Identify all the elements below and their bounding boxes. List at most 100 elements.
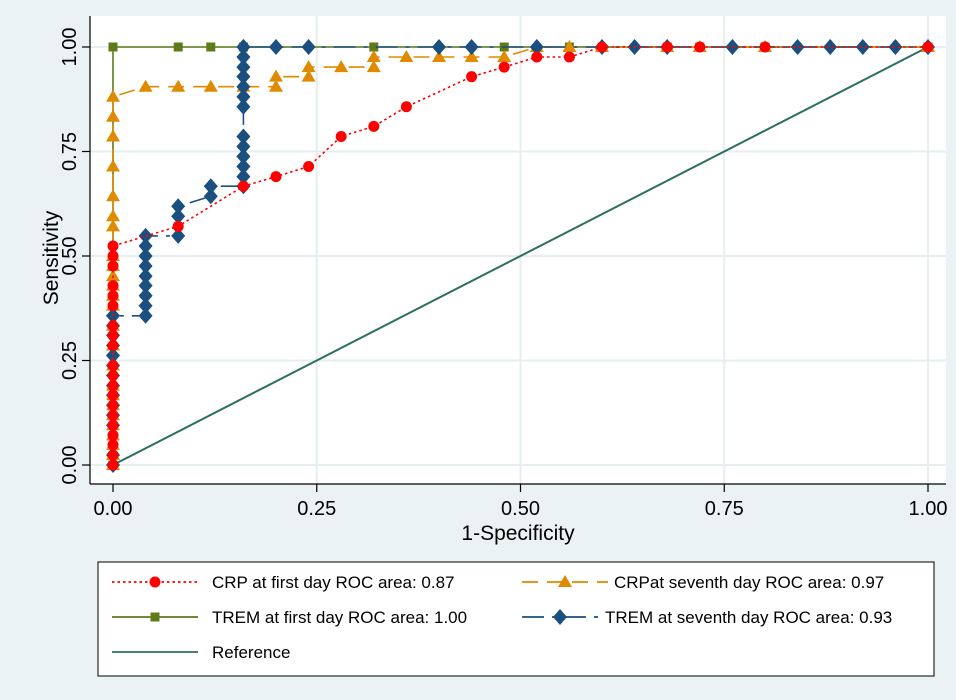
series-3-point-42 xyxy=(236,39,251,55)
series-3-point-25 xyxy=(171,208,186,225)
series-1-point-23 xyxy=(106,109,120,122)
legend-label-0: CRP at first day ROC area: 0.87 xyxy=(212,573,455,592)
series-1-point-29 xyxy=(269,79,283,92)
legend-item-3: TREM at seventh day ROC area: 0.93 xyxy=(522,608,892,627)
series-3-point-20 xyxy=(138,258,153,275)
series-0-point-25 xyxy=(368,120,380,132)
y-tick-label-0: 0.00 xyxy=(59,446,81,485)
x-tick-label-3: 0.75 xyxy=(705,498,744,520)
series-3-point-16 xyxy=(138,297,153,314)
plot-region-background xyxy=(90,16,946,484)
series-2-point-2 xyxy=(173,42,183,52)
series-3-point-26 xyxy=(171,198,186,215)
series-0-point-9 xyxy=(107,370,119,382)
series-0-point-1 xyxy=(107,449,119,461)
series-3-point-27 xyxy=(203,188,218,205)
series-0-point-27 xyxy=(466,71,478,83)
series-1-point-19 xyxy=(106,209,120,222)
series-3-point-45 xyxy=(432,39,446,55)
series-3-point-47 xyxy=(529,39,544,55)
series-1-point-37 xyxy=(432,50,446,63)
legend-item-0: CRP at first day ROC area: 0.87 xyxy=(112,573,455,592)
series-group xyxy=(106,39,935,473)
series-0-point-21 xyxy=(237,180,249,192)
legend: CRP at first day ROC area: 0.87 CRPat sev… xyxy=(97,561,935,677)
series-0-point-31 xyxy=(596,41,608,53)
legend-label-4: Reference xyxy=(212,643,290,662)
series-0-point-20 xyxy=(172,220,184,232)
series-2-point-1 xyxy=(108,42,118,52)
series-1-point-36 xyxy=(399,50,414,63)
x-tick-label-1: 0.25 xyxy=(297,498,336,520)
series-0-point-17 xyxy=(107,260,119,272)
series-1-point-21 xyxy=(106,159,120,172)
series-0-point-8 xyxy=(107,380,119,392)
legend-label-3: TREM at seventh day ROC area: 0.93 xyxy=(605,608,892,627)
axes: 0.00 0.25 0.50 0.75 1.00 0.00 0.25 0.50 0.75 1.00 xyxy=(59,16,947,520)
series-0-point-3 xyxy=(107,429,119,441)
series-3-point-52 xyxy=(790,39,805,55)
series-0-point-30 xyxy=(563,51,575,63)
series-0-point-5 xyxy=(107,409,119,421)
series-1-point-35 xyxy=(366,50,381,63)
series-2-point-3 xyxy=(206,42,216,52)
series-3-point-40 xyxy=(236,49,251,66)
series-1-point-18 xyxy=(106,219,120,232)
series-0-point-15 xyxy=(107,290,119,302)
series-3-point-9 xyxy=(106,347,120,364)
legend-label-1: CRPat seventh day ROC area: 0.97 xyxy=(614,573,884,592)
series-1-point-27 xyxy=(203,79,218,92)
series-1-point-25 xyxy=(138,79,153,92)
series-1-point-39 xyxy=(497,50,512,63)
series-3-point-37 xyxy=(236,78,251,95)
series-0-point-23 xyxy=(303,161,315,173)
series-0-point-2 xyxy=(107,439,119,451)
legend-item-1: CRPat seventh day ROC area: 0.97 xyxy=(522,573,884,592)
series-0-point-34 xyxy=(759,41,771,53)
series-1-point-41 xyxy=(562,40,577,52)
series-1-point-15 xyxy=(106,269,120,282)
series-0-point-16 xyxy=(107,280,119,292)
series-3-point-32 xyxy=(236,148,251,165)
series-1-point-26 xyxy=(171,79,186,92)
series-0-point-11 xyxy=(107,339,119,351)
series-3-point-38 xyxy=(236,68,251,85)
series-2-point-5 xyxy=(369,42,379,52)
series-3-point-44 xyxy=(301,39,316,55)
x-tick-label-2: 0.50 xyxy=(501,498,540,520)
y-tick-label-3: 0.75 xyxy=(59,132,81,171)
series-4 xyxy=(112,46,929,466)
series-3-point-54 xyxy=(855,39,870,55)
series-0-point-13 xyxy=(107,320,119,332)
legend-marker-2 xyxy=(150,612,160,622)
series-1-point-33 xyxy=(334,60,349,73)
series-0-point-33 xyxy=(694,41,706,53)
series-3-point-24 xyxy=(171,227,186,244)
series-1-point-30 xyxy=(269,69,283,82)
series-0-point-14 xyxy=(107,300,119,312)
series-3-point-35 xyxy=(236,98,251,115)
series-4-line xyxy=(112,46,929,466)
series-3-point-21 xyxy=(138,248,153,264)
series-3-point-17 xyxy=(138,287,153,304)
series-3-point-55 xyxy=(888,39,903,55)
series-0-point-19 xyxy=(107,240,119,252)
series-0-point-35 xyxy=(922,41,934,53)
series-3-point-46 xyxy=(464,39,479,55)
series-3-point-39 xyxy=(236,59,251,76)
series-1-point-20 xyxy=(106,189,120,202)
series-0-point-4 xyxy=(107,419,119,431)
legend-box xyxy=(97,561,935,677)
series-3-point-36 xyxy=(236,88,251,105)
series-0-point-22 xyxy=(270,171,282,183)
series-3-point-33 xyxy=(236,138,251,155)
series-3-point-43 xyxy=(269,39,283,55)
legend-item-2: TREM at first day ROC area: 1.00 xyxy=(112,608,467,627)
series-0-point-32 xyxy=(661,41,673,53)
series-3-point-19 xyxy=(138,268,153,285)
series-0-point-28 xyxy=(498,61,510,73)
series-3-point-31 xyxy=(236,158,251,175)
legend-marker-0 xyxy=(149,576,161,588)
